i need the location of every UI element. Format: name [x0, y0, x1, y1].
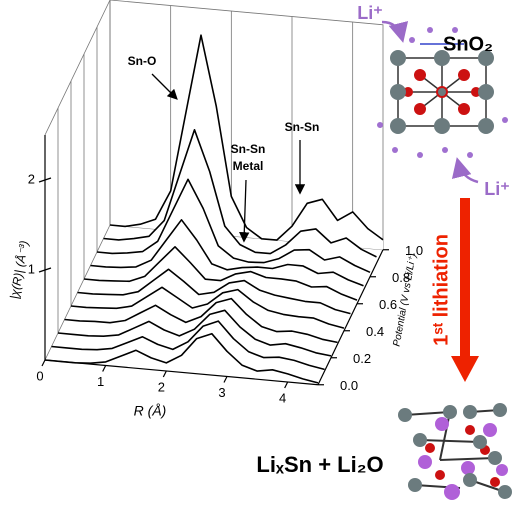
- y-tick-label: 0.0: [340, 378, 358, 393]
- curve: [103, 129, 377, 258]
- annotation-arrow: [239, 179, 250, 243]
- curve-fill: [71, 287, 344, 331]
- y-tick-label: 0.4: [366, 324, 384, 339]
- x-tick: [41, 359, 46, 367]
- annotation-arrow: [151, 73, 178, 100]
- curve-fill: [51, 321, 325, 372]
- li-ion-label: Li⁺: [357, 3, 383, 23]
- annotation: Metal: [233, 159, 264, 173]
- annotation: Sn-Sn: [231, 142, 266, 156]
- curve: [83, 246, 358, 301]
- z-tick: [38, 267, 52, 273]
- curve: [51, 320, 325, 371]
- sno2-structure: [377, 20, 508, 184]
- curve-fill: [90, 219, 364, 291]
- y-axis: [317, 249, 384, 386]
- curve: [109, 34, 384, 241]
- y-tick-label: 1.0: [405, 243, 423, 258]
- x-tick-label: 0: [36, 368, 43, 383]
- curve: [44, 332, 319, 384]
- x-tick-label: 3: [218, 385, 225, 400]
- product-label: LiₓSn + Li₂O: [256, 452, 383, 477]
- lixsn-structure: [398, 403, 512, 500]
- curve-fill: [64, 298, 338, 345]
- curve: [57, 309, 332, 357]
- x-tick-label: 1: [97, 374, 104, 389]
- curve-fill: [84, 246, 357, 304]
- z-tick: [38, 177, 52, 183]
- annotation: Sn-Sn: [285, 120, 320, 134]
- x-tick-label: 2: [158, 379, 165, 394]
- x-tick-label: 4: [279, 390, 286, 405]
- curve: [90, 219, 364, 287]
- li-ion-label: Li⁺: [484, 179, 510, 199]
- curve: [64, 297, 338, 344]
- x-tick: [162, 370, 167, 378]
- x-axis: [44, 359, 319, 386]
- curve-fill: [77, 269, 351, 318]
- curve-fill: [45, 333, 318, 385]
- curve: [70, 286, 345, 329]
- y-tick-label: 0.8: [392, 270, 410, 285]
- initial-phase: SnO₂: [443, 33, 493, 55]
- curve: [96, 178, 371, 274]
- back-wall: [109, 0, 384, 251]
- x-tick: [284, 381, 289, 389]
- z-tick-label: 1: [28, 261, 35, 276]
- curve: [77, 268, 351, 315]
- x-tick: [223, 376, 228, 383]
- annotation: Sn-O: [128, 54, 157, 68]
- process-label: 1ˢᵗ lithiation: [430, 234, 452, 346]
- x-axis-label: R (Å): [134, 403, 167, 419]
- z-tick-label: 2: [28, 171, 35, 186]
- x-tick: [102, 365, 107, 372]
- lithiation-arrow: [451, 198, 479, 382]
- y-tick-label: 0.6: [379, 297, 397, 312]
- y-tick-label: 0.2: [353, 351, 371, 366]
